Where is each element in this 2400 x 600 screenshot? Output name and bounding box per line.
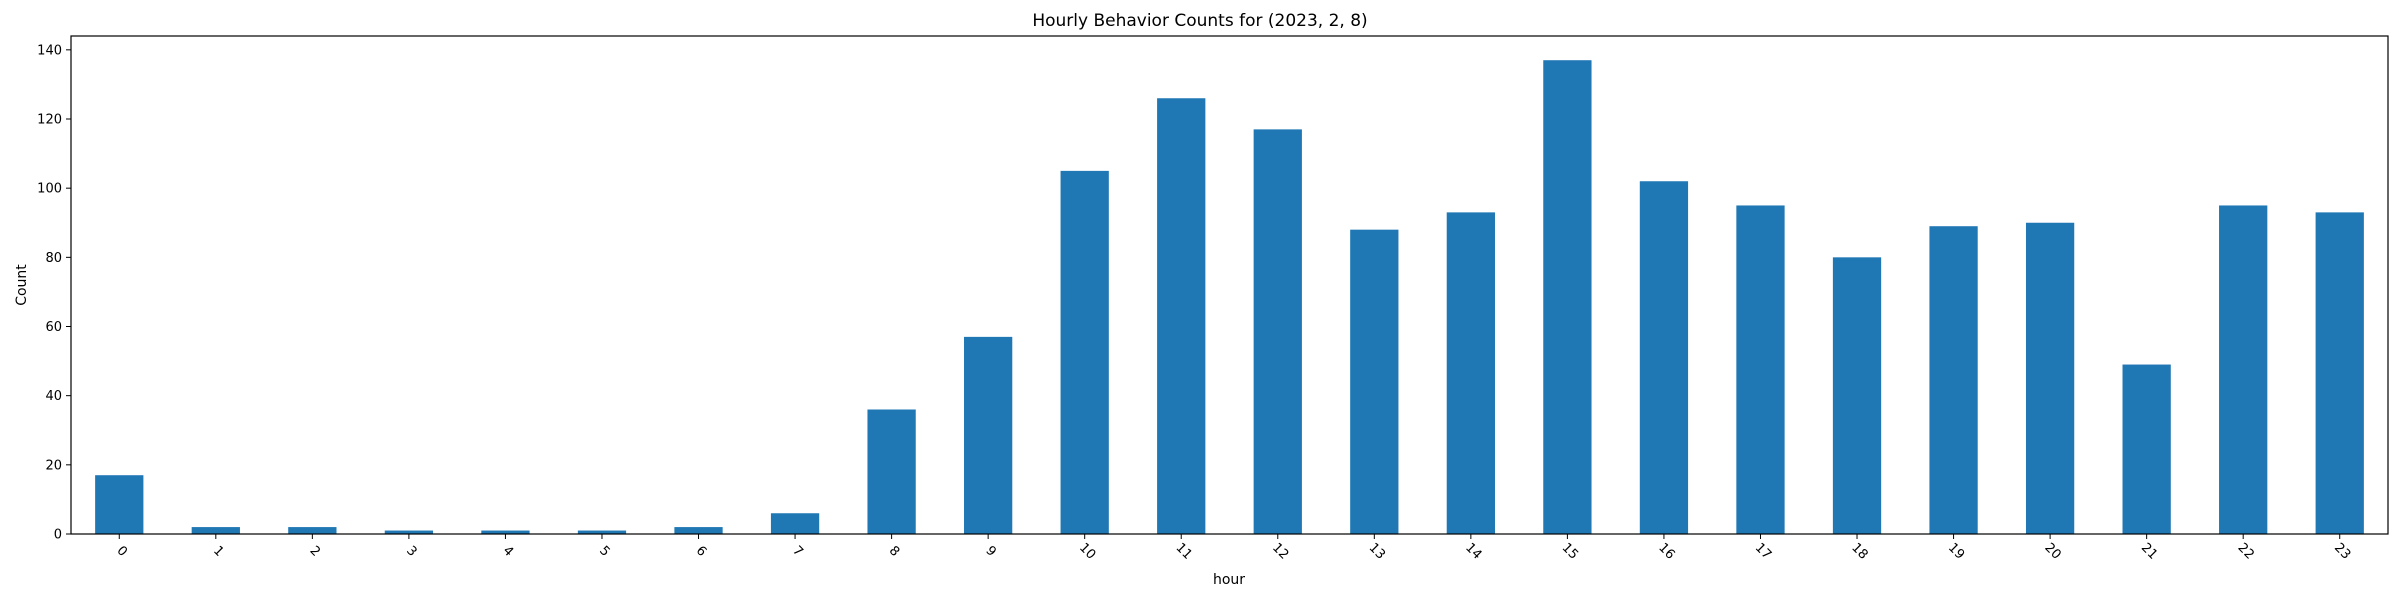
y-tick-label: 120	[37, 113, 62, 128]
y-tick-label: 80	[45, 251, 62, 266]
y-axis-label: Count	[14, 264, 30, 306]
x-tick-label: 22	[2235, 540, 2257, 562]
bar-hour-21	[2122, 364, 2171, 534]
y-tick-label: 40	[45, 389, 62, 404]
bar-hour-2	[288, 527, 337, 534]
bar-hour-16	[1639, 181, 1689, 534]
x-tick-label: 18	[1848, 540, 1870, 562]
bar-hour-0	[95, 475, 144, 534]
bar-hour-3	[384, 530, 434, 534]
bar-hour-15	[1543, 60, 1592, 534]
x-tick-label: 8	[886, 543, 902, 559]
y-tick-label: 0	[54, 528, 62, 543]
bar-hour-4	[481, 530, 530, 534]
x-tick-label: 2	[307, 543, 323, 559]
x-tick-label: 11	[1173, 540, 1195, 562]
x-tick-label: 16	[1655, 540, 1677, 562]
bars-group	[95, 60, 2364, 535]
bar-hour-8	[867, 409, 916, 534]
bar-hour-14	[1446, 212, 1495, 534]
x-tick-label: 21	[2138, 540, 2160, 562]
x-tick-label: 1	[210, 543, 226, 559]
bar-hour-22	[2219, 205, 2268, 535]
bar-hour-18	[1832, 257, 1882, 534]
x-tick-label: 17	[1752, 540, 1774, 562]
x-ticks-group: 0 1 2 3 4 5 6 7 8 9 10 11 12 13 14 15 16 17 18 19 20 21 22 23	[114, 534, 2353, 563]
x-tick-label: 7	[789, 543, 805, 559]
bar-hour-23	[2315, 212, 2364, 534]
plot-frame	[70, 35, 2389, 535]
bar-hour-9	[964, 336, 1013, 534]
bar-hour-17	[1736, 205, 1785, 535]
bar-hour-10	[1060, 170, 1109, 534]
y-tick-label: 20	[45, 458, 62, 473]
bar-hour-19	[1929, 226, 1978, 535]
bar-hour-7	[770, 513, 820, 534]
x-tick-label: 13	[1366, 540, 1388, 562]
y-tick-label: 100	[37, 182, 62, 197]
x-axis-label: hour	[1213, 572, 1245, 588]
x-tick-label: 14	[1462, 540, 1484, 562]
x-tick-label: 19	[1945, 540, 1967, 562]
bar-hour-20	[2025, 222, 2075, 534]
x-tick-label: 6	[693, 543, 709, 559]
x-tick-label: 15	[1559, 540, 1581, 562]
x-tick-label: 3	[403, 543, 419, 559]
x-tick-label: 12	[1269, 540, 1291, 562]
bar-hour-1	[191, 527, 240, 534]
x-tick-label: 20	[2041, 540, 2063, 562]
x-tick-label: 0	[114, 543, 130, 559]
x-tick-label: 23	[2331, 540, 2353, 562]
bar-hour-6	[674, 527, 723, 534]
chart-title: Hourly Behavior Counts for (2023, 2, 8)	[1032, 11, 1367, 31]
x-tick-label: 10	[1076, 540, 1098, 562]
y-tick-label: 140	[37, 43, 62, 58]
bar-hour-13	[1350, 229, 1399, 534]
y-tick-label: 60	[45, 320, 62, 335]
bar-hour-12	[1253, 129, 1302, 534]
y-ticks-group: 0 20 40 60 80 100 120 140	[37, 43, 71, 543]
bar-hour-5	[577, 530, 627, 534]
x-tick-label: 4	[500, 543, 516, 559]
x-tick-label: 5	[596, 543, 612, 559]
bar-hour-11	[1157, 98, 1206, 534]
x-tick-label: 9	[982, 543, 998, 559]
